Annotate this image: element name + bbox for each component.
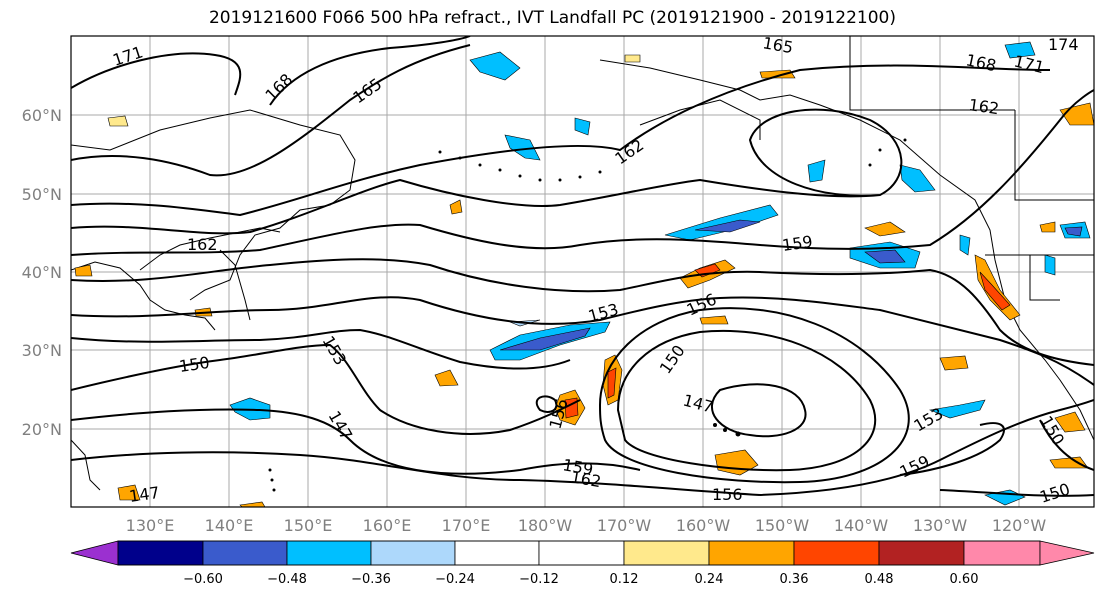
colorbar-ticks: −0.60 −0.48 −0.36 −0.24 −0.12 0.12 0.24 … bbox=[183, 572, 978, 587]
contour-label: 153 bbox=[586, 300, 620, 326]
lon-tick: 130°E bbox=[126, 516, 175, 535]
contour-label: 147 bbox=[681, 391, 715, 417]
colorbar-segment bbox=[878, 540, 965, 566]
colorbar-tick: 0.48 bbox=[865, 572, 894, 587]
lon-tick: 180°W bbox=[518, 516, 573, 535]
colorbar-tick: 0.12 bbox=[610, 572, 639, 587]
colorbar-tick: −0.36 bbox=[351, 572, 391, 587]
contour-label: 156 bbox=[684, 289, 720, 319]
colorbar-tick: 0.60 bbox=[950, 572, 979, 587]
lat-tick: 50°N bbox=[22, 185, 62, 204]
colorbar-tick: −0.12 bbox=[519, 572, 559, 587]
colorbar-segment bbox=[708, 540, 795, 566]
contour-label: 150 bbox=[656, 341, 689, 377]
colorbar bbox=[70, 540, 1095, 566]
colorbar-tick: 0.36 bbox=[780, 572, 809, 587]
contour-label: 165 bbox=[761, 33, 794, 57]
contour-label: 168 bbox=[964, 50, 998, 75]
lat-tick: 40°N bbox=[22, 263, 62, 282]
lon-tick: 140°W bbox=[834, 516, 889, 535]
colorbar-segment bbox=[70, 540, 119, 566]
contour-label: 174 bbox=[1048, 35, 1079, 54]
contour-label: 162 bbox=[611, 135, 647, 168]
map-title: 2019121600 F066 500 hPa refract., IVT La… bbox=[208, 8, 896, 28]
lon-tick: 140°E bbox=[205, 516, 254, 535]
lon-tick: 170°E bbox=[442, 516, 491, 535]
colorbar-segment bbox=[538, 540, 625, 566]
colorbar-segment bbox=[370, 540, 456, 566]
contour-label: 162 bbox=[187, 235, 218, 254]
contour-label: 156 bbox=[546, 397, 572, 431]
colorbar-segment bbox=[202, 540, 288, 566]
lat-tick: 20°N bbox=[22, 420, 62, 439]
lon-tick: 160°W bbox=[676, 516, 731, 535]
height-contours bbox=[71, 36, 1094, 497]
lon-tick: 120°W bbox=[992, 516, 1047, 535]
contour-label: 168 bbox=[261, 70, 296, 105]
colorbar-segment bbox=[1039, 540, 1095, 566]
contour-label: 147 bbox=[128, 483, 161, 506]
map-frame bbox=[70, 35, 1095, 508]
contour-label: 171 bbox=[110, 42, 145, 70]
colorbar-segment bbox=[286, 540, 372, 566]
colorbar-tick: −0.48 bbox=[267, 572, 307, 587]
lon-tick: 170°W bbox=[597, 516, 652, 535]
lon-tick: 150°W bbox=[755, 516, 810, 535]
contour-label: 159 bbox=[781, 232, 814, 255]
contour-label: 165 bbox=[349, 74, 385, 107]
lon-tick: 160°E bbox=[363, 516, 412, 535]
contour-label: 150 bbox=[1037, 479, 1072, 507]
anomaly-patches bbox=[74, 41, 1094, 507]
contour-label: 159 bbox=[897, 451, 933, 481]
colorbar-segment bbox=[793, 540, 880, 566]
colorbar-segment bbox=[454, 540, 540, 566]
gridlines bbox=[71, 36, 1094, 507]
colorbar-tick: −0.24 bbox=[435, 572, 475, 587]
contour-label: 171 bbox=[1012, 51, 1046, 77]
contour-label: 162 bbox=[569, 467, 602, 491]
colorbar-segment bbox=[963, 540, 1041, 566]
lon-tick: 130°W bbox=[913, 516, 968, 535]
colorbar-tick: −0.60 bbox=[183, 572, 223, 587]
lon-tick: 150°E bbox=[284, 516, 333, 535]
lat-tick: 30°N bbox=[22, 341, 62, 360]
longitude-ticks: 130°E 140°E 150°E 160°E 170°E 180°W 170°… bbox=[126, 516, 1047, 535]
lat-tick: 60°N bbox=[22, 106, 62, 125]
colorbar-segment bbox=[117, 540, 204, 566]
contour-label: 162 bbox=[967, 95, 1000, 118]
latitude-ticks: 60°N 50°N 40°N 30°N 20°N bbox=[22, 106, 62, 439]
contour-label: 150 bbox=[178, 353, 211, 376]
colorbar-tick: 0.24 bbox=[695, 572, 724, 587]
colorbar-segment bbox=[623, 540, 710, 566]
contour-label: 156 bbox=[712, 485, 743, 504]
